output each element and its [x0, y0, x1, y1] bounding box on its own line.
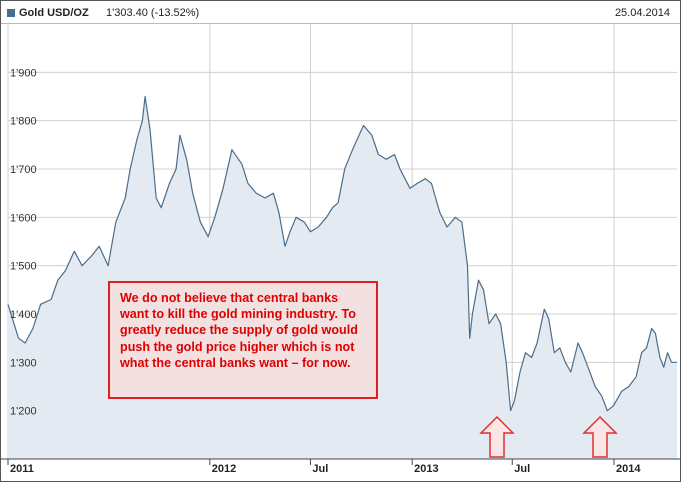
y-tick-label: 1'400 — [10, 309, 37, 321]
chart-date: 25.04.2014 — [614, 7, 670, 19]
y-axis-ticks: 1'200 1'300 1'400 1'500 1'600 1'700 1'800 1'900 — [10, 67, 37, 417]
highlight-arrows — [479, 415, 618, 458]
x-tick-label: 2014 — [616, 463, 641, 475]
y-tick-label: 1'700 — [10, 164, 37, 176]
price-line-path — [7, 95, 677, 412]
x-axis: 2011 2012 Jul 2013 Jul 2014 — [0, 458, 681, 475]
price-line — [7, 95, 677, 412]
annotation-box: We do not believe that central banks wan… — [108, 281, 378, 399]
header-divider — [1, 23, 680, 24]
x-tick-label: Jul — [514, 463, 530, 475]
price-area — [8, 96, 677, 459]
y-tick-label: 1'500 — [10, 261, 37, 273]
x-tick-label: 2011 — [10, 463, 34, 475]
legend-swatch — [7, 9, 15, 17]
x-tick-label: 2013 — [414, 463, 438, 475]
y-tick-label: 1'300 — [10, 357, 37, 369]
x-tick-label: Jul — [312, 463, 328, 475]
legend-series-name: Gold USD/OZ — [19, 7, 89, 19]
legend-series-value: 1'303.40 (-13.52%) — [106, 7, 200, 19]
y-tick-label: 1'900 — [10, 67, 37, 79]
chart-header: Gold USD/OZ 1'303.40 (-13.52%) 25.04.201… — [5, 6, 674, 22]
up-arrow-icon — [479, 415, 515, 458]
price-area-fill — [8, 96, 677, 459]
y-tick-label: 1'600 — [10, 212, 37, 224]
y-tick-label: 1'200 — [10, 406, 37, 418]
y-tick-label: 1'800 — [10, 116, 37, 128]
up-arrow-icon — [582, 415, 618, 458]
x-tick-label: 2012 — [212, 463, 236, 475]
annotation-text: We do not believe that central banks wan… — [120, 291, 358, 370]
